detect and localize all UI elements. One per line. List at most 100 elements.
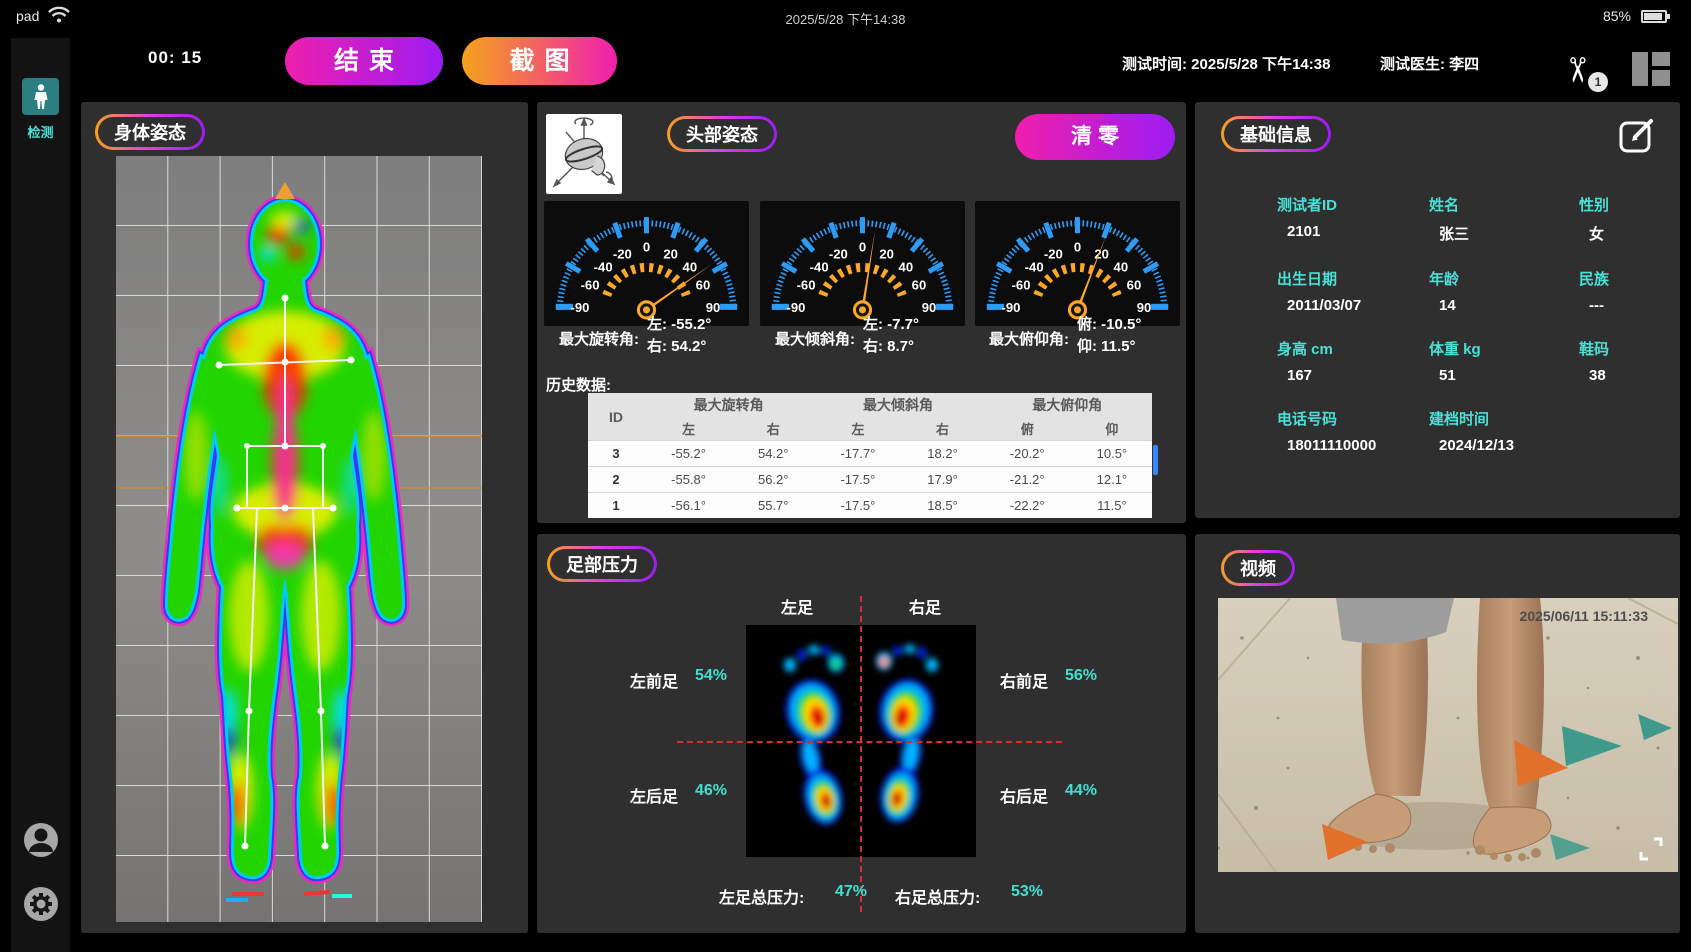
svg-text:-90: -90: [570, 300, 589, 315]
svg-text:20: 20: [663, 246, 678, 261]
info-fields: 测试者ID 2101 姓名 张三 性别女 出生日期 2011/03/07 年龄 14 民…: [1277, 194, 1669, 454]
gauge-needle: [861, 230, 876, 311]
left-forefoot-label: 左前足: [630, 674, 679, 691]
sidebar-item-detect-label: 检测: [27, 125, 54, 140]
table-row[interactable]: 3 -55.2° 54.2° -17.7° 18.2° -20.2° 10.5°: [588, 440, 1152, 467]
svg-text:40: 40: [1114, 260, 1129, 275]
max-tilt-metric: 最大倾斜角: 左: -7.7° 右: 8.7°: [775, 316, 920, 355]
field-record-date: 建档时间 2024/12/13: [1429, 411, 1515, 454]
history-table-wrap: ID 最大旋转角 最大倾斜角 最大俯仰角 左 右 左 右 俯 仰: [588, 393, 1158, 518]
table-row[interactable]: 1 -56.1° 55.7° -17.5° 18.5° -22.2° 11.5°: [588, 492, 1152, 518]
svg-text:-20: -20: [1044, 246, 1063, 261]
right-total-value: 53%: [1011, 883, 1044, 900]
person-icon: [34, 83, 47, 109]
svg-text:-90: -90: [786, 300, 805, 315]
table-row[interactable]: 2 -55.8° 56.2° -17.5° 17.9° -21.2° 12.1°: [588, 466, 1152, 493]
gauge-pitch: -90 -60 -40 -20 0 20 40 60 90: [975, 201, 1180, 326]
layout-icon: [1632, 52, 1648, 86]
fullscreen-icon[interactable]: [1638, 836, 1664, 862]
wifi-icon: [48, 6, 70, 23]
test-doctor: 测试医生: 李四: [1380, 56, 1480, 73]
field-tester-id: 测试者ID 2101: [1277, 197, 1338, 240]
left-foot-label: 左足: [781, 600, 814, 617]
edit-button[interactable]: [1618, 116, 1656, 154]
head-posture-panel: 头部姿态 清零 -90 -60 -40 -20 0 20 40: [537, 102, 1186, 523]
reset-button[interactable]: 清零: [1015, 114, 1175, 160]
clip-tool-button[interactable]: ✂ 1: [1557, 50, 1608, 94]
basic-info-panel: 基础信息 测试者ID 2101 姓名 张三 性别女 出生日期 2011/03/07 年…: [1195, 102, 1680, 518]
settings-gear-icon[interactable]: [21, 884, 61, 924]
left-hindfoot-label: 左后足: [630, 789, 679, 806]
foot-pressure-badge: 足部压力: [547, 546, 657, 582]
left-total-value: 47%: [835, 883, 868, 900]
right-hindfoot-label: 右后足: [1000, 789, 1049, 806]
field-weight: 体重 kg 51: [1429, 341, 1481, 384]
svg-text:40: 40: [899, 260, 914, 275]
gauge-needle: [1076, 234, 1107, 311]
gauge-needle: [645, 263, 713, 312]
foot-pressure-panel: 足部压力 左足 右足: [537, 534, 1186, 933]
end-button[interactable]: 结束: [285, 37, 443, 85]
svg-text:20: 20: [879, 246, 894, 261]
svg-text:90: 90: [706, 300, 721, 315]
foot-center-vline: [860, 596, 862, 912]
field-birthdate: 出生日期 2011/03/07: [1277, 271, 1362, 314]
svg-text:-40: -40: [1025, 260, 1044, 275]
svg-text:90: 90: [1137, 300, 1152, 315]
svg-text:60: 60: [696, 278, 711, 293]
svg-text:-20: -20: [829, 246, 848, 261]
video-timestamp: 2025/06/11 15:11:33: [1519, 608, 1648, 624]
status-datetime: 2025/5/28 下午14:38: [785, 12, 906, 27]
svg-text:0: 0: [643, 239, 650, 254]
right-foot-label: 右足: [909, 600, 942, 617]
field-gender: 性别女: [1579, 197, 1610, 243]
test-time: 测试时间: 2025/5/28 下午14:38: [1122, 56, 1331, 73]
profile-icon[interactable]: [21, 820, 61, 860]
field-age: 年龄 14: [1429, 271, 1460, 314]
head-axes-thumbnail: [546, 114, 622, 194]
svg-text:-40: -40: [594, 260, 613, 275]
screenshot-button[interactable]: 截图: [462, 37, 617, 85]
sidebar: 检测: [11, 38, 70, 952]
video-frame[interactable]: [1218, 598, 1678, 872]
field-shoe-size: 鞋码 38: [1579, 341, 1610, 384]
svg-text:0: 0: [1074, 239, 1081, 254]
svg-text:-90: -90: [1001, 300, 1020, 315]
video-badge: 视频: [1221, 550, 1295, 586]
svg-text:60: 60: [912, 278, 927, 293]
field-ethnicity: 民族 ---: [1579, 271, 1610, 314]
video-panel: 视频: [1195, 534, 1680, 933]
svg-text:0: 0: [859, 239, 866, 254]
svg-text:-40: -40: [810, 260, 829, 275]
battery-percent: 85%: [1602, 8, 1631, 24]
left-forefoot-value: 54%: [695, 667, 728, 684]
sidebar-item-detect[interactable]: [22, 78, 59, 115]
left-hindfoot-value: 46%: [695, 782, 728, 799]
right-hindfoot-value: 44%: [1065, 782, 1098, 799]
field-name: 姓名 张三: [1429, 197, 1470, 243]
svg-text:-60: -60: [1012, 278, 1031, 293]
right-forefoot-value: 56%: [1065, 667, 1098, 684]
history-table: ID 最大旋转角 最大倾斜角 最大俯仰角 左 右 左 右 俯 仰: [588, 393, 1152, 518]
svg-text:-20: -20: [613, 246, 632, 261]
history-label: 历史数据:: [546, 377, 611, 394]
left-total-label: 左足总压力:: [719, 890, 805, 907]
foot-center-hline: [677, 741, 1062, 743]
gauge-tilt: -90 -60 -40 -20 0 20 40 60 90: [760, 201, 965, 326]
svg-text:-60: -60: [797, 278, 816, 293]
svg-text:40: 40: [683, 260, 698, 275]
status-bar: pad 2025/5/28 下午14:38 85%: [0, 0, 1691, 32]
svg-text:90: 90: [922, 300, 937, 315]
right-forefoot-label: 右前足: [1000, 674, 1049, 691]
body-thermal-image: [116, 156, 482, 922]
svg-text:-60: -60: [581, 278, 600, 293]
layout-button[interactable]: [1632, 52, 1670, 86]
table-scrollbar[interactable]: [1153, 445, 1158, 475]
device-name: pad: [16, 8, 40, 24]
clip-count-badge: 1: [1588, 72, 1608, 92]
body-posture-badge: 身体姿态: [95, 114, 205, 150]
svg-text:20: 20: [1094, 246, 1109, 261]
body-posture-panel: 身体姿态: [81, 102, 528, 933]
right-total-label: 右足总压力:: [895, 890, 981, 907]
